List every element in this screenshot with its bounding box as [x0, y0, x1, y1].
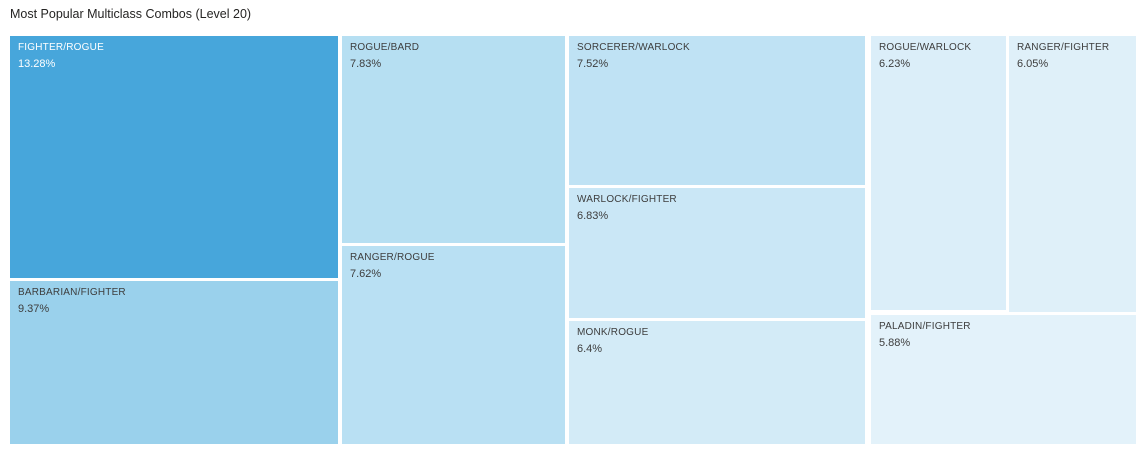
tile-label: FIGHTER/ROGUE [18, 42, 104, 53]
chart-title: Most Popular Multiclass Combos (Level 20… [10, 7, 252, 21]
treemap-tile-ranger-rogue[interactable]: RANGER/ROGUE 7.62% [342, 246, 565, 444]
tile-value: 7.52% [577, 58, 609, 70]
treemap-tile-sorcerer-warlock[interactable]: SORCERER/WARLOCK 7.52% [569, 36, 865, 185]
tile-value: 13.28% [18, 58, 56, 70]
tile-label: MONK/ROGUE [577, 327, 649, 338]
tile-label: ROGUE/WARLOCK [879, 42, 972, 53]
tile-value: 7.83% [350, 58, 382, 70]
treemap-tile-paladin-fighter[interactable]: PALADIN/FIGHTER 5.88% [871, 315, 1136, 444]
tile-label: ROGUE/BARD [350, 42, 420, 53]
tile-label: WARLOCK/FIGHTER [577, 194, 677, 205]
treemap-tile-ranger-fighter[interactable]: RANGER/FIGHTER 6.05% [1009, 36, 1136, 312]
tile-value: 7.62% [350, 268, 382, 280]
treemap-tile-rogue-warlock[interactable]: ROGUE/WARLOCK 6.23% [871, 36, 1006, 310]
treemap-tile-rogue-bard[interactable]: ROGUE/BARD 7.83% [342, 36, 565, 243]
treemap-tile-barbarian-fighter[interactable]: BARBARIAN/FIGHTER 9.37% [10, 281, 338, 444]
tile-value: 9.37% [18, 303, 50, 315]
tile-label: SORCERER/WARLOCK [577, 42, 690, 53]
tile-label: RANGER/ROGUE [350, 252, 435, 263]
treemap-tile-fighter-rogue[interactable]: FIGHTER/ROGUE 13.28% [10, 36, 338, 278]
treemap-tile-warlock-fighter[interactable]: WARLOCK/FIGHTER 6.83% [569, 188, 865, 318]
tile-label: RANGER/FIGHTER [1017, 42, 1110, 53]
treemap-tile-monk-rogue[interactable]: MONK/ROGUE 6.4% [569, 321, 865, 444]
tile-label: PALADIN/FIGHTER [879, 321, 971, 332]
tile-value: 6.4% [577, 343, 603, 355]
tile-value: 6.05% [1017, 58, 1049, 70]
tile-label: BARBARIAN/FIGHTER [18, 287, 126, 298]
tile-value: 5.88% [879, 337, 911, 349]
tile-value: 6.23% [879, 58, 911, 70]
tile-value: 6.83% [577, 210, 609, 222]
